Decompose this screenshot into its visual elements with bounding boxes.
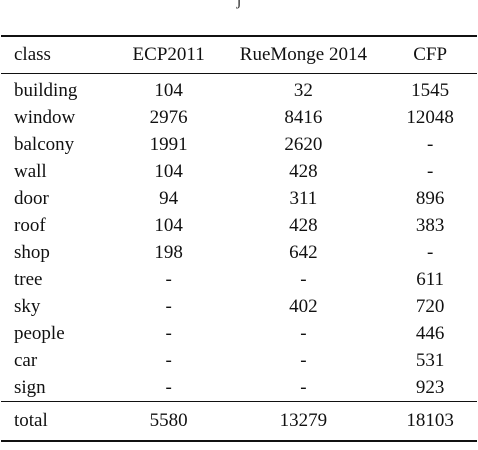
table-row: balcony 1991 2620 - (1, 131, 477, 158)
total-ecp2011: 5580 (149, 410, 188, 431)
cell-cfp: - (426, 242, 434, 263)
table-body: building 104 32 1545 window 2976 8416 12048 balc… (1, 74, 477, 402)
table-row: roof 104 428 383 (1, 212, 477, 239)
cell-ecp2011: - (165, 350, 172, 371)
table-row: tree - - 611 (1, 266, 477, 293)
cell-cfp: 12048 (406, 107, 454, 128)
cell-ecp2011: - (165, 323, 172, 344)
cell-ruemonge2014: 2620 (284, 134, 323, 155)
cell-ecp2011: 198 (154, 242, 183, 263)
cell-class: wall (14, 161, 47, 182)
cell-class: sky (14, 296, 41, 317)
cell-class: people (14, 323, 65, 344)
cell-ruemonge2014: - (300, 350, 307, 371)
cell-class: window (14, 107, 76, 128)
cell-cfp: 1545 (411, 80, 450, 101)
table-footer: total 5580 13279 18103 (1, 401, 477, 441)
cell-cfp: 531 (415, 350, 445, 371)
table-row: door 94 311 896 (1, 185, 477, 212)
dataset-class-count-table: class ECP2011 RueMonge 2014 CFP building… (1, 35, 477, 442)
cell-ruemonge2014: 402 (289, 296, 318, 317)
cell-cfp: 720 (415, 296, 445, 317)
table-row: wall 104 428 - (1, 158, 477, 185)
cell-ruemonge2014: 32 (293, 80, 313, 101)
cell-cfp: 923 (415, 377, 445, 398)
table-row: car - - 531 (1, 347, 477, 374)
cell-ruemonge2014: 428 (289, 161, 318, 182)
cell-class: tree (14, 269, 43, 290)
cell-ecp2011: 104 (154, 80, 183, 101)
total-row: total 5580 13279 18103 (1, 401, 477, 441)
header-cfp: CFP (413, 44, 448, 65)
cell-class: sign (14, 377, 46, 398)
cell-cfp: 896 (415, 188, 445, 209)
cell-ecp2011: - (165, 296, 172, 317)
cell-class: building (14, 80, 78, 101)
cell-cfp: - (426, 134, 434, 155)
cell-ecp2011: - (165, 269, 172, 290)
cell-class: car (14, 350, 38, 371)
cell-class: balcony (14, 134, 75, 155)
cell-cfp: 446 (415, 323, 445, 344)
cell-ruemonge2014: - (300, 377, 307, 398)
cell-ecp2011: 2976 (149, 107, 188, 128)
table-row: people - - 446 (1, 320, 477, 347)
cell-ruemonge2014: 311 (289, 188, 318, 209)
table-row: sky - 402 720 (1, 293, 477, 320)
total-cfp: 18103 (406, 410, 454, 431)
cell-class: shop (14, 242, 50, 263)
cell-ruemonge2014: - (300, 323, 307, 344)
table-header: class ECP2011 RueMonge 2014 CFP (1, 36, 477, 74)
cell-class: door (14, 188, 49, 209)
table-row: window 2976 8416 12048 (1, 104, 477, 131)
total-label: total (14, 410, 48, 431)
cell-ruemonge2014: 642 (289, 242, 318, 263)
cell-ecp2011: 1991 (149, 134, 188, 155)
cell-class: roof (14, 215, 46, 236)
cell-ecp2011: 94 (159, 188, 179, 209)
cell-cfp: 383 (415, 215, 445, 236)
cell-ruemonge2014: - (300, 269, 307, 290)
cell-ecp2011: - (165, 377, 172, 398)
cell-cfp: 611 (416, 269, 445, 290)
cell-ecp2011: 104 (154, 215, 183, 236)
header-class: class (14, 44, 51, 65)
header-ecp2011: ECP2011 (132, 44, 205, 65)
header-row: class ECP2011 RueMonge 2014 CFP (1, 36, 477, 74)
cell-cfp: - (426, 161, 434, 182)
table-row: building 104 32 1545 (1, 74, 477, 105)
cell-ruemonge2014: 8416 (284, 107, 323, 128)
header-ruemonge2014: RueMonge 2014 (239, 44, 367, 65)
caption-fragment: j (0, 0, 478, 9)
cell-ecp2011: 104 (154, 161, 183, 182)
total-ruemonge2014: 13279 (279, 410, 328, 431)
cell-ruemonge2014: 428 (289, 215, 318, 236)
table-row: shop 198 642 - (1, 239, 477, 266)
table-row: sign - - 923 (1, 374, 477, 402)
